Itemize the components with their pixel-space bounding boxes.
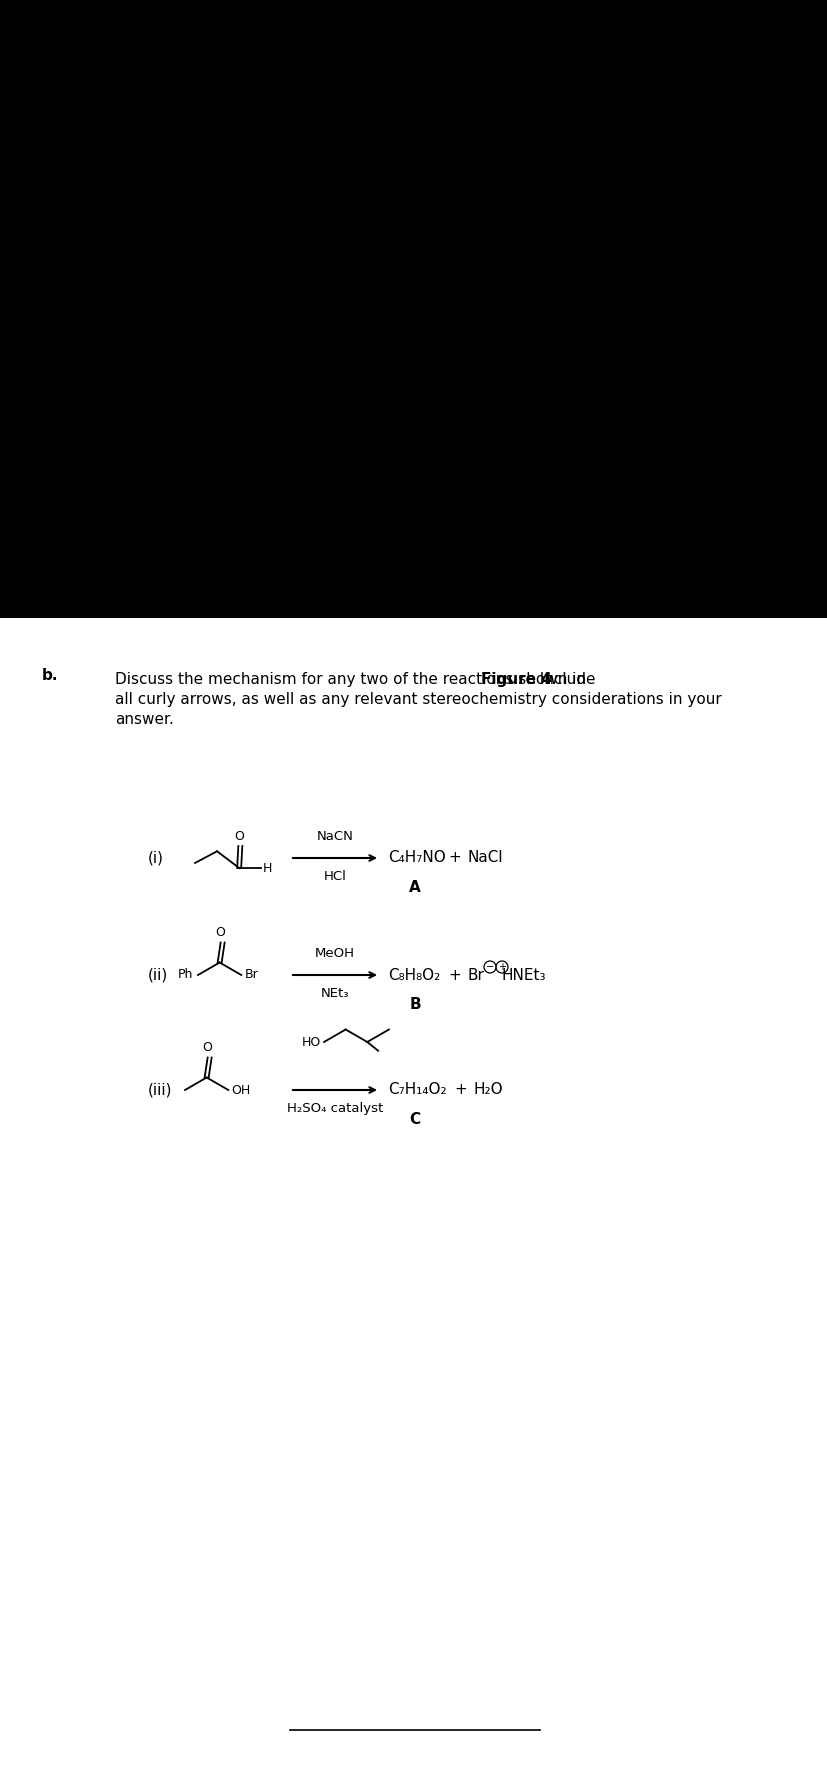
Text: (i): (i) [148,851,164,866]
Text: H: H [263,862,272,874]
Text: Discuss the mechanism for any two of the reactions shown in: Discuss the mechanism for any two of the… [115,672,590,686]
Text: (iii): (iii) [148,1082,172,1097]
Text: C: C [409,1113,420,1127]
Text: H₂O: H₂O [473,1082,503,1097]
Text: Br: Br [467,968,485,982]
Text: −: − [485,962,494,971]
Text: b.: b. [42,668,59,683]
Text: OH: OH [231,1084,251,1097]
Text: C₄H₇NO: C₄H₇NO [388,851,445,866]
Text: Figure 4: Figure 4 [480,672,552,686]
Text: O: O [234,830,244,842]
Text: HO: HO [302,1036,321,1048]
Text: C₈H₈O₂: C₈H₈O₂ [388,968,440,982]
Text: . Include: . Include [529,672,595,686]
Text: NEt₃: NEt₃ [320,987,349,1000]
Bar [0,618,827,1792]
Text: +: + [497,962,505,971]
Text: +: + [448,851,461,866]
Text: HCl: HCl [323,869,346,883]
Text: (ii): (ii) [148,968,168,982]
Text: H₂SO₄ catalyst: H₂SO₄ catalyst [286,1102,383,1115]
Text: O: O [203,1041,213,1054]
Text: HNEt₃: HNEt₃ [501,968,546,982]
Text: Br: Br [244,968,258,982]
Text: C₇H₁₄O₂: C₇H₁₄O₂ [388,1082,446,1097]
Text: NaCN: NaCN [316,830,353,842]
Text: MeOH: MeOH [314,946,355,961]
Text: A: A [409,880,420,894]
Text: all curly arrows, as well as any relevant stereochemistry considerations in your: all curly arrows, as well as any relevan… [115,692,721,708]
Text: NaCl: NaCl [467,851,503,866]
Text: +: + [454,1082,466,1097]
Text: answer.: answer. [115,711,174,728]
Text: B: B [409,996,420,1012]
Text: O: O [216,926,225,939]
Text: Ph: Ph [178,968,194,982]
Text: +: + [448,968,461,982]
